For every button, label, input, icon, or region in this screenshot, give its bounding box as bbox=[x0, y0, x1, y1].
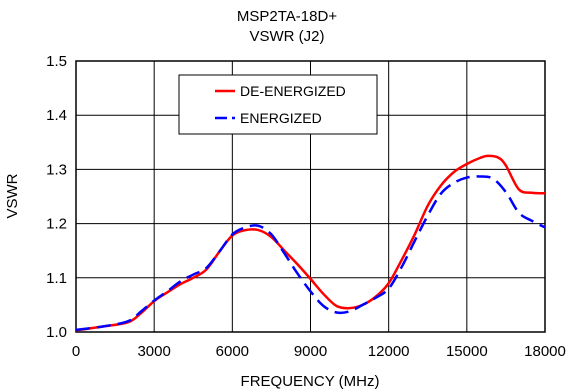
x-tick-label: 6000 bbox=[216, 343, 249, 360]
x-axis-label: FREQUENCY (MHz) bbox=[241, 373, 380, 389]
y-tick-label: 1.5 bbox=[46, 53, 67, 70]
plot-area-border bbox=[75, 60, 546, 333]
y-tick-label: 1.1 bbox=[46, 270, 67, 287]
x-tick-label: 9000 bbox=[294, 343, 327, 360]
chart-subtitle: VSWR (J2) bbox=[250, 28, 325, 45]
y-axis-label: VSWR bbox=[4, 173, 21, 218]
chart-title: MSP2TA-18D+ bbox=[237, 8, 337, 25]
x-tick-label: 3000 bbox=[137, 343, 170, 360]
x-tick-label: 18000 bbox=[524, 343, 566, 360]
y-tick-label: 1.2 bbox=[46, 216, 67, 233]
series-line-energized bbox=[75, 175, 546, 332]
series-line-de-energized bbox=[75, 154, 546, 332]
legend-label-de-energized: DE-ENERGIZED bbox=[240, 83, 346, 99]
x-tick-label: 12000 bbox=[368, 343, 410, 360]
legend-box bbox=[178, 74, 378, 135]
legend-label-energized: ENERGIZED bbox=[240, 110, 322, 126]
tick-labels: 0 3000 6000 9000 12000 15000 18000 1.0 1.1 1.2 1.3… bbox=[46, 53, 566, 360]
x-tick-label: 0 bbox=[72, 343, 80, 360]
legend: DE-ENERGIZED ENERGIZED bbox=[178, 74, 378, 135]
y-tick-label: 1.3 bbox=[46, 161, 67, 178]
x-tick-label: 15000 bbox=[446, 343, 488, 360]
series-lines bbox=[75, 154, 546, 332]
y-tick-label: 1.4 bbox=[46, 107, 67, 124]
y-tick-label: 1.0 bbox=[46, 324, 67, 341]
